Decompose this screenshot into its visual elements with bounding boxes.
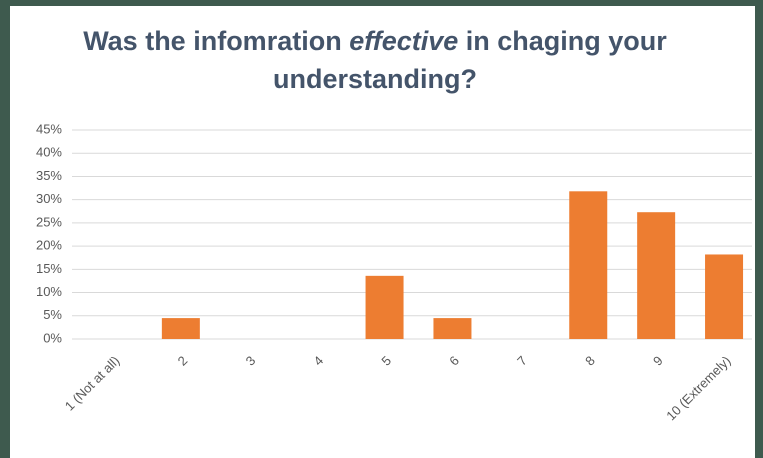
y-tick-label: 5%: [43, 307, 62, 322]
bar: [433, 318, 472, 339]
bar: [365, 275, 404, 339]
y-tick-label: 15%: [36, 261, 62, 276]
y-tick-label: 0%: [43, 330, 62, 345]
chart-title: Was the infomration effective in chaging…: [50, 22, 700, 98]
x-tick-label: 9: [650, 353, 666, 369]
bar: [569, 191, 608, 339]
x-tick-label: 5: [378, 353, 394, 369]
bar: [161, 318, 200, 339]
x-tick-label: 8: [582, 353, 598, 369]
x-tick-label: 6: [446, 353, 462, 369]
y-tick-label: 20%: [36, 238, 62, 253]
bar: [705, 254, 744, 339]
chart-panel: [10, 6, 755, 458]
title-part: effective: [349, 26, 459, 56]
y-tick-label: 40%: [36, 145, 62, 160]
x-tick-label: 4: [310, 353, 326, 369]
title-part: in chaging your understanding?: [273, 26, 667, 94]
title-part: Was the infomration: [83, 26, 350, 56]
y-tick-label: 30%: [36, 191, 62, 206]
x-tick-label: 1 (Not at all): [62, 353, 123, 414]
y-tick-label: 35%: [36, 168, 62, 183]
x-tick-label: 3: [243, 353, 259, 369]
y-tick-label: 25%: [36, 214, 62, 229]
x-tick-label: 2: [175, 353, 191, 369]
x-tick-label: 10 (Extremely): [663, 353, 733, 423]
y-tick-label: 10%: [36, 284, 62, 299]
y-tick-label: 45%: [36, 121, 62, 136]
x-tick-label: 7: [514, 353, 530, 369]
bar: [637, 212, 676, 339]
